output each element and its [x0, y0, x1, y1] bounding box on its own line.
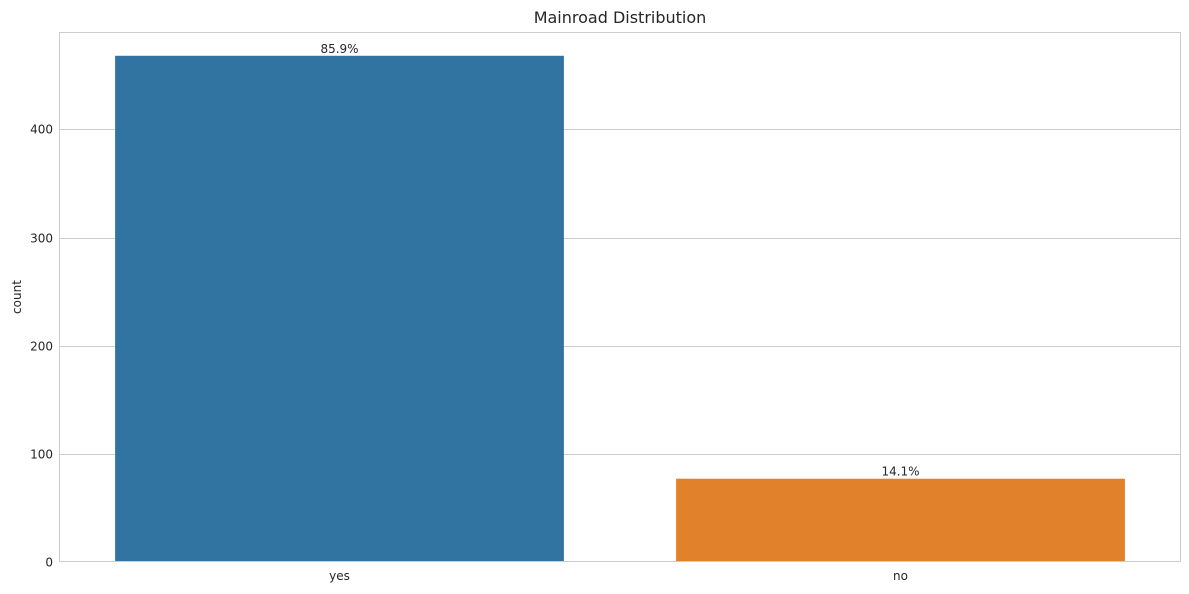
data-label: 85.9%	[320, 42, 358, 56]
bar-yes	[115, 55, 564, 562]
x-axis-ticks: yes no	[329, 569, 908, 583]
y-tick-label: 0	[45, 556, 53, 570]
y-tick-label: 300	[30, 232, 53, 246]
bar-no	[676, 478, 1125, 562]
y-axis-ticks: 0 100 200 300 400	[30, 123, 53, 570]
x-tick-label: no	[893, 569, 908, 583]
data-labels: 85.9% 14.1%	[320, 42, 919, 479]
chart-title: Mainroad Distribution	[534, 8, 707, 27]
bars	[115, 55, 1125, 562]
data-label: 14.1%	[881, 465, 919, 479]
x-tick-label: yes	[329, 569, 350, 583]
y-tick-label: 400	[30, 123, 53, 137]
plot-frame	[59, 32, 1181, 562]
y-axis-label: count	[10, 280, 24, 314]
y-tick-label: 200	[30, 340, 53, 354]
y-tick-label: 100	[30, 448, 53, 462]
